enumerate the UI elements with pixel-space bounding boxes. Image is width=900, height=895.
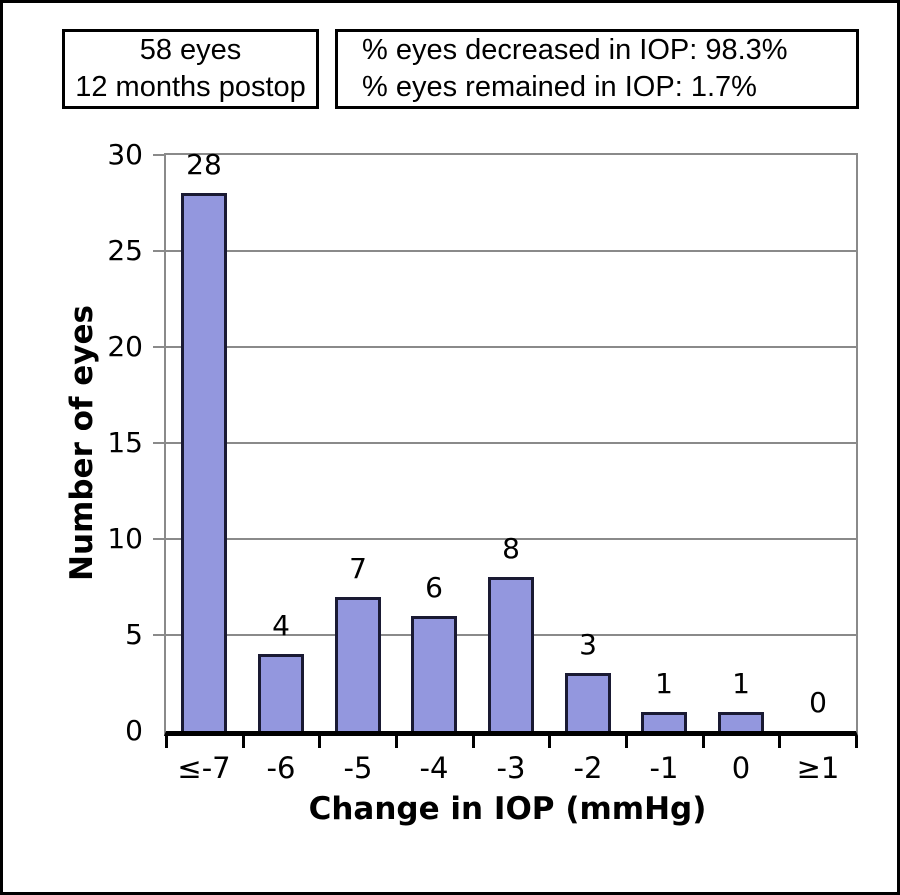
y-axis-tick-label: 30 (107, 138, 143, 171)
x-axis-tick-label: -1 (649, 751, 679, 785)
y-axis-tick-label: 5 (125, 618, 143, 651)
remained-iop-text: % eyes remained in IOP: 1.7% (362, 71, 757, 103)
bar (181, 193, 227, 731)
bar (718, 712, 764, 731)
bar-value-label: 7 (349, 552, 367, 585)
x-axis-tick (702, 736, 705, 748)
bar-value-label: 6 (425, 571, 443, 604)
y-axis-tick (153, 250, 164, 252)
y-axis-tick (153, 634, 164, 636)
sample-size-text: 58 eyes (139, 34, 242, 66)
decreased-iop-text: % eyes decreased in IOP: 98.3% (362, 34, 788, 66)
plot-area: 28 4 7 6 8 3 1 1 0 (164, 148, 858, 736)
y-axis-tick-label: 25 (107, 234, 143, 267)
x-axis-tick-label: -2 (573, 751, 603, 785)
x-axis-tick-label: 0 (731, 751, 751, 785)
y-axis-tick-label: 10 (107, 522, 143, 555)
bar-value-label: 1 (732, 667, 750, 700)
bar (488, 577, 534, 731)
y-axis-tick (153, 538, 164, 540)
y-axis-tick-label: 15 (107, 426, 143, 459)
bar-value-label: 1 (655, 667, 673, 700)
iop-summary-box: % eyes decreased in IOP: 98.3% % eyes re… (335, 29, 859, 109)
gridline (166, 538, 856, 540)
y-axis-tick-label: 20 (107, 330, 143, 363)
bar (641, 712, 687, 731)
bar-value-label: 4 (272, 609, 290, 642)
bar (335, 597, 381, 731)
x-axis-tick (625, 736, 628, 748)
bar-value-label: 3 (579, 628, 597, 661)
x-axis-tick-label: ≤-7 (177, 751, 231, 785)
y-axis-tick (153, 442, 164, 444)
x-axis-tick (472, 736, 475, 748)
gridline (166, 346, 856, 348)
x-axis-tick-label: -6 (266, 751, 296, 785)
bar-value-label: 0 (809, 686, 827, 719)
gridline (166, 250, 856, 252)
y-axis-tick (153, 154, 164, 156)
gridline (166, 442, 856, 444)
x-axis-title: Change in IOP (mmHg) (308, 791, 707, 827)
y-axis-title: Number of eyes (64, 305, 100, 581)
y-axis-tick (153, 346, 164, 348)
x-axis-tick (778, 736, 781, 748)
x-axis-tick-label: -4 (419, 751, 449, 785)
bar (411, 616, 457, 731)
x-axis-tick-label: -3 (496, 751, 526, 785)
x-axis-tick-label: ≥1 (796, 751, 840, 785)
bar (258, 654, 304, 731)
x-axis-tick (855, 736, 858, 748)
x-axis-tick (318, 736, 321, 748)
sample-info-box: 58 eyes 12 months postop (62, 29, 319, 109)
x-axis-tick (395, 736, 398, 748)
x-axis-tick (548, 736, 551, 748)
followup-text: 12 months postop (75, 71, 306, 103)
bar-value-label: 28 (186, 148, 222, 181)
bar-value-label: 8 (502, 532, 520, 565)
x-axis-tick (242, 736, 245, 748)
x-axis-tick-label: -5 (343, 751, 373, 785)
x-axis-tick (165, 736, 168, 748)
bar (565, 673, 611, 731)
y-axis-tick-label: 0 (125, 714, 143, 747)
